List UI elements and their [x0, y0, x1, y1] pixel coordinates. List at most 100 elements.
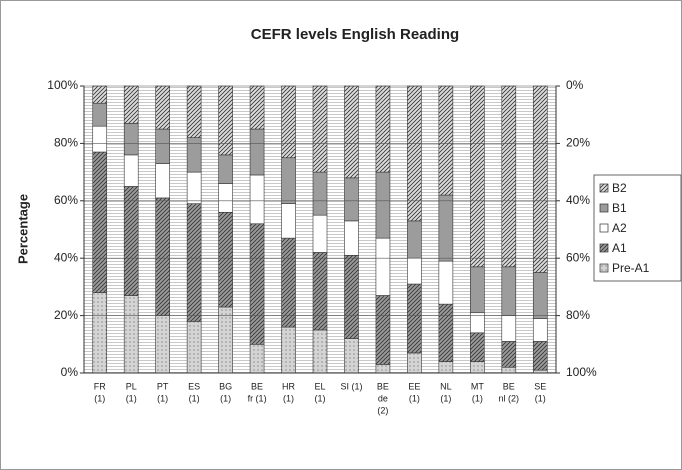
x-tick-label: PT [157, 381, 169, 391]
bar-segment [249, 128, 265, 176]
bar-segment [186, 85, 202, 138]
x-tick-label: BE [251, 381, 263, 391]
bar-segment [532, 318, 548, 342]
x-tick-label: (1) [189, 393, 200, 403]
x-tick-label: HR [282, 381, 295, 391]
x-tick-label: FR [94, 381, 106, 391]
bar-segment [186, 321, 202, 374]
bar-segment [344, 255, 359, 339]
bar-segment [501, 266, 517, 316]
y2-tick-label: 20% [566, 136, 590, 150]
bar-segment [92, 151, 108, 293]
bar-segment [501, 315, 517, 342]
y-tick-label: 80% [54, 136, 78, 150]
bar-segment [501, 341, 517, 368]
bar-segment [470, 85, 485, 268]
bar-segment [438, 303, 454, 362]
x-tick-label: (1) [440, 393, 451, 403]
legend-swatch [599, 263, 609, 273]
legend-box [593, 174, 682, 282]
y-tick-label: 20% [54, 308, 78, 322]
y2-tick-label: 60% [566, 250, 590, 264]
bar-segment [344, 220, 359, 256]
x-tick-label: de [378, 393, 388, 403]
y-tick-label: 0% [61, 365, 79, 379]
x-tick-label: BG [219, 381, 232, 391]
x-tick-label: ES [188, 381, 200, 391]
y-tick-label: 100% [47, 78, 78, 92]
bar-segment [438, 85, 454, 196]
bar-segment [92, 125, 108, 153]
y2-tick-label: 40% [566, 193, 590, 207]
legend-label: A1 [612, 241, 627, 255]
bar-segment [218, 183, 233, 213]
legend-label: B2 [612, 181, 627, 195]
bar-segment [344, 338, 359, 374]
bar-segment [186, 171, 202, 204]
bar-segment [155, 163, 170, 199]
bar-segment [532, 272, 548, 319]
bar-segment [532, 85, 548, 273]
bar-segment [470, 361, 485, 374]
bar-segment [375, 237, 391, 296]
x-tick-label: (1) [126, 393, 137, 403]
bar-segment [186, 137, 202, 173]
bar-segment [92, 292, 108, 374]
x-tick-label: SI (1) [340, 381, 362, 391]
bar-segment [375, 295, 391, 365]
bar-segment [218, 306, 233, 374]
bar-segment [123, 154, 139, 187]
x-tick-label: MT [471, 381, 484, 391]
x-tick-label: (1) [220, 393, 231, 403]
bar-segment [470, 332, 485, 362]
x-tick-label: (1) [409, 393, 420, 403]
x-tick-label: fr (1) [248, 393, 267, 403]
bar-segment [155, 315, 170, 374]
x-tick-label: (1) [283, 393, 294, 403]
bar-segment [407, 352, 422, 374]
x-tick-label: nl (2) [499, 393, 520, 403]
y2-tick-label: 100% [566, 365, 597, 379]
x-tick-label: SE [534, 381, 546, 391]
bar-segment [438, 361, 454, 374]
x-tick-label: PL [126, 381, 137, 391]
bar-segment [281, 85, 296, 159]
bar-segment [375, 364, 391, 374]
bar-segment [312, 85, 328, 173]
bar-segment [281, 326, 296, 374]
legend-swatch [599, 203, 609, 213]
bar-segment [407, 220, 422, 259]
y2-tick-label: 80% [566, 308, 590, 322]
legend-label: B1 [612, 201, 627, 215]
bar-segment [123, 186, 139, 296]
bar-segment [470, 266, 485, 314]
bar-segment [501, 366, 517, 374]
bar-segment [123, 295, 139, 374]
bar-segment [312, 329, 328, 374]
legend-swatch [599, 183, 609, 193]
bar-segment [312, 252, 328, 331]
bar-segment [532, 341, 548, 371]
bar-segment [155, 85, 170, 130]
bar-segment [92, 85, 108, 104]
bar-segment [281, 157, 296, 204]
bar-segment [155, 197, 170, 316]
bar-segment [249, 223, 265, 345]
bar-segment [438, 194, 454, 262]
bar-segment [344, 177, 359, 222]
bar-segment [218, 154, 233, 184]
x-tick-label: (2) [377, 405, 388, 415]
bar-segment [281, 203, 296, 239]
x-tick-label: BE [377, 381, 389, 391]
bar-segment [123, 85, 139, 124]
x-tick-label: BE [503, 381, 515, 391]
bar-segment [249, 174, 265, 225]
legend-swatch [599, 243, 609, 253]
x-tick-label: (1) [535, 393, 546, 403]
bar-segment [281, 237, 296, 328]
y-tick-label: 60% [54, 193, 78, 207]
bar-segment [375, 85, 391, 173]
bar-segment [438, 260, 454, 305]
x-tick-label: EL [314, 381, 325, 391]
bar-segment [92, 102, 108, 127]
